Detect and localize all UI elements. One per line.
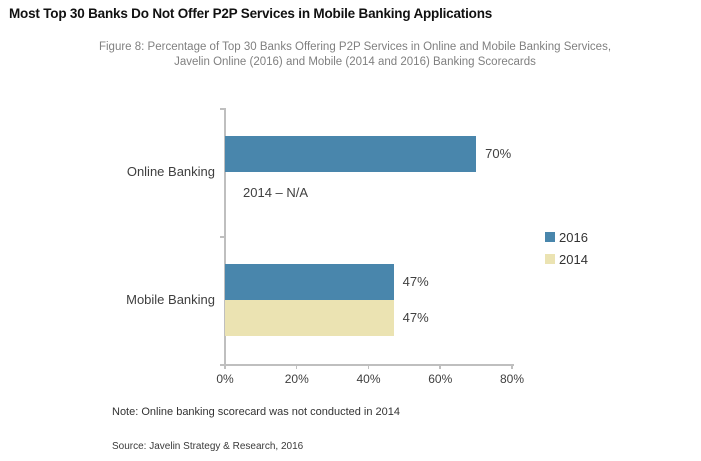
legend-item-2014: 2014 [545, 248, 588, 270]
value-label-2014-mobile-banking: 47% [402, 310, 429, 325]
x-axis-tick-label: 0% [216, 372, 234, 386]
value-label-2016-online-banking: 70% [485, 146, 512, 161]
x-axis-tick-label: 80% [499, 372, 525, 386]
legend-item-2016: 2016 [545, 226, 588, 248]
na-annotation-online-banking: 2014 – N/A [243, 185, 309, 200]
page-title: Most Top 30 Banks Do Not Offer P2P Servi… [9, 6, 493, 21]
bar-2014-mobile-banking [225, 300, 394, 336]
legend-label-2014: 2014 [559, 251, 588, 267]
bar-2016-online-banking [225, 136, 477, 172]
x-axis-line [224, 364, 514, 366]
category-label-mobile-banking: Mobile Banking [126, 292, 215, 307]
x-axis-tick [224, 365, 226, 369]
bar-2016-mobile-banking [225, 264, 394, 300]
note-text: Note: Online banking scorecard was not c… [112, 406, 401, 418]
legend: 2016 2014 [545, 226, 588, 270]
x-axis-tick [511, 365, 513, 369]
legend-label-2016: 2016 [559, 229, 588, 245]
y-axis-tick [220, 236, 225, 238]
x-axis-tick [439, 365, 441, 369]
category-label-online-banking: Online Banking [126, 164, 215, 179]
legend-swatch-2016-icon [545, 232, 555, 242]
x-axis-tick-label: 20% [284, 372, 309, 386]
value-label-2016-mobile-banking: 47% [402, 274, 429, 289]
chart-subtitle: Figure 8: Percentage of Top 30 Banks Off… [10, 40, 700, 70]
subtitle-line-1: Figure 8: Percentage of Top 30 Banks Off… [98, 41, 612, 53]
x-axis-tick-label: 60% [428, 372, 453, 386]
x-axis-tick [367, 365, 369, 369]
legend-swatch-2014-icon [545, 254, 555, 264]
x-axis-tick [295, 365, 298, 369]
y-axis-tick [220, 108, 225, 110]
y-axis-tick [220, 364, 225, 366]
subtitle-line-2: Javelin Online (2016) and Mobile (2014 a… [174, 56, 536, 68]
source-text: Source: Javelin Strategy & Research, 201… [112, 441, 304, 452]
x-axis-tick-label: 40% [356, 372, 381, 386]
